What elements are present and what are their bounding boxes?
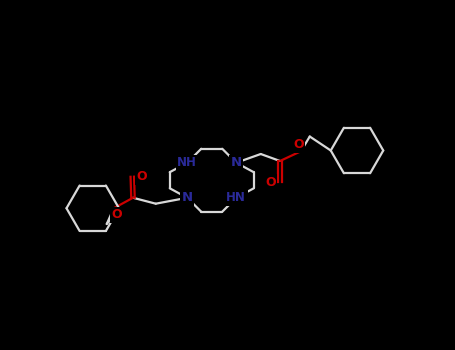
Text: NH: NH bbox=[177, 156, 197, 169]
Text: N: N bbox=[182, 191, 193, 204]
Text: O: O bbox=[137, 170, 147, 183]
Text: O: O bbox=[293, 138, 303, 152]
Text: O: O bbox=[265, 175, 276, 189]
Text: N: N bbox=[231, 156, 242, 169]
Text: HN: HN bbox=[226, 191, 246, 204]
Text: O: O bbox=[111, 208, 122, 221]
